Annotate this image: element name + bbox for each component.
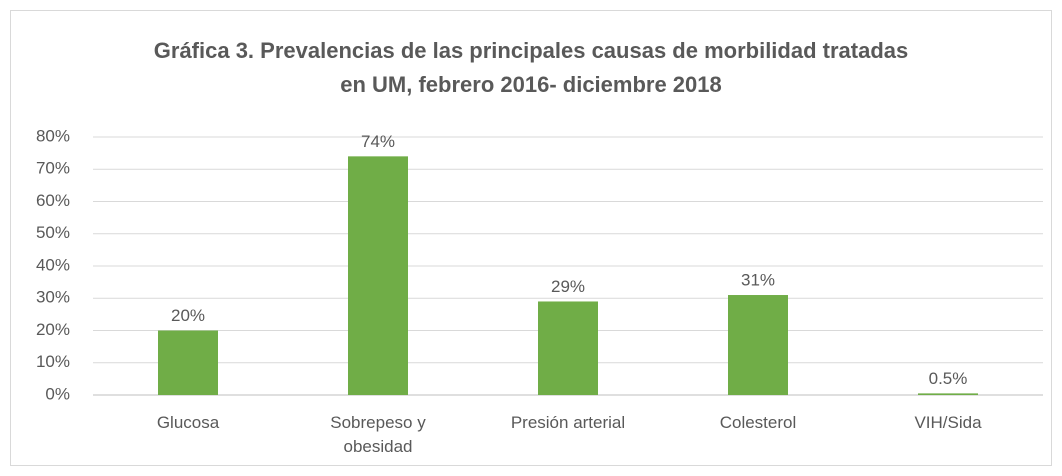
y-tick-label: 80% xyxy=(36,126,70,145)
chart-title: Gráfica 3. Prevalencias de las principal… xyxy=(153,38,909,97)
y-tick-label: 40% xyxy=(36,255,70,274)
bar xyxy=(348,156,408,395)
data-label: 29% xyxy=(551,277,585,296)
y-tick-label: 50% xyxy=(36,223,70,242)
y-tick-label: 70% xyxy=(36,159,70,178)
data-label: 0.5% xyxy=(929,369,968,388)
y-tick-label: 60% xyxy=(36,191,70,210)
x-tick-label: VIH/Sida xyxy=(914,413,982,432)
data-label: 74% xyxy=(361,132,395,151)
data-label: 20% xyxy=(171,306,205,325)
chart-border xyxy=(10,10,1052,466)
bar xyxy=(728,295,788,395)
y-tick-label: 20% xyxy=(36,320,70,339)
y-tick-label: 30% xyxy=(36,288,70,307)
x-tick-label: Glucosa xyxy=(156,413,220,432)
bar xyxy=(158,330,218,395)
y-tick-label: 10% xyxy=(36,352,70,371)
y-tick-label: 0% xyxy=(45,384,70,403)
bar xyxy=(918,393,978,395)
data-label: 31% xyxy=(741,271,775,290)
x-tick-label: Presión arterial xyxy=(510,413,626,432)
x-tick-label: Colesterol xyxy=(719,413,797,432)
x-tick-label: Sobrepeso y obesidad xyxy=(330,413,426,456)
bar xyxy=(538,301,598,395)
